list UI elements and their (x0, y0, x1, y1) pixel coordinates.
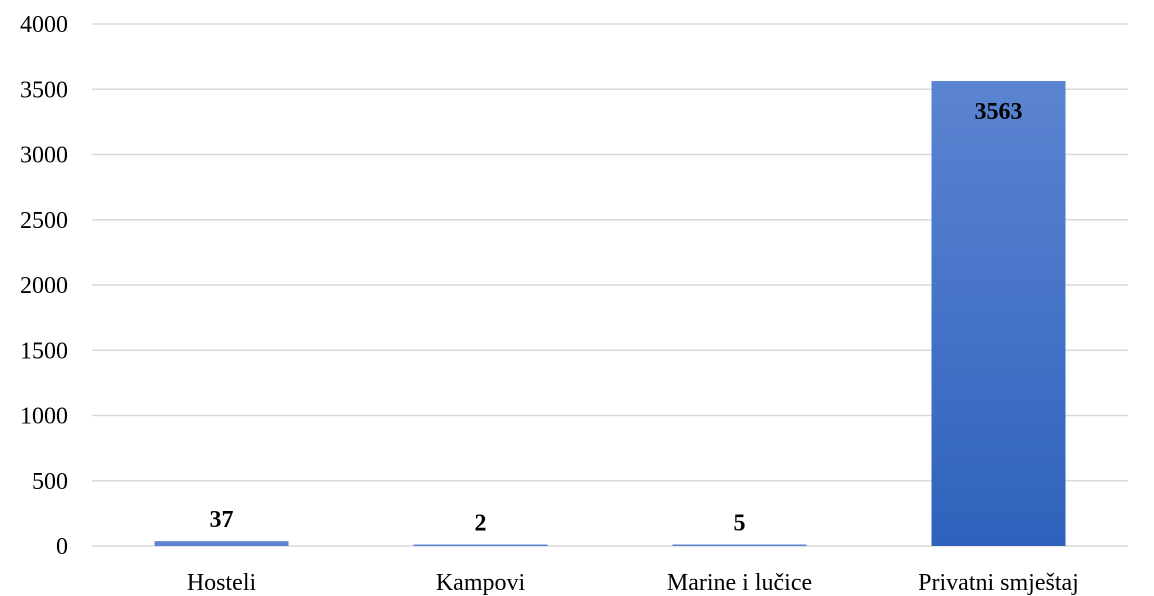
x-axis-category-labels: Hosteli Kampovi Marine i lučice Privatni sm… (187, 570, 1079, 596)
y-tick-label: 1500 (20, 338, 68, 364)
gridlines (92, 23, 1128, 547)
category-label: Kampovi (436, 570, 526, 596)
y-tick-label: 1000 (20, 404, 68, 430)
bar (672, 544, 807, 546)
category-label: Marine i lučice (667, 570, 812, 596)
bar (413, 544, 548, 546)
y-tick-label: 4000 (20, 12, 68, 38)
y-axis-tick-labels: 0 500 1000 1500 2000 2500 3000 3500 4000 (20, 12, 68, 560)
category-label: Privatni smještaj (918, 570, 1079, 596)
y-tick-label: 2500 (20, 208, 68, 234)
category-label: Hosteli (187, 570, 257, 596)
bar (931, 81, 1066, 546)
data-label: 2 (475, 511, 487, 537)
data-labels: 37 2 5 3563 (210, 99, 1023, 536)
data-label: 5 (734, 511, 746, 537)
bar (154, 541, 289, 546)
y-tick-label: 2000 (20, 273, 68, 299)
data-label: 37 (210, 507, 234, 533)
data-label: 3563 (975, 99, 1023, 125)
y-tick-label: 3000 (20, 143, 68, 169)
y-tick-label: 500 (32, 469, 68, 495)
y-tick-label: 3500 (20, 77, 68, 103)
y-tick-label: 0 (56, 534, 68, 560)
bars (154, 81, 1066, 546)
